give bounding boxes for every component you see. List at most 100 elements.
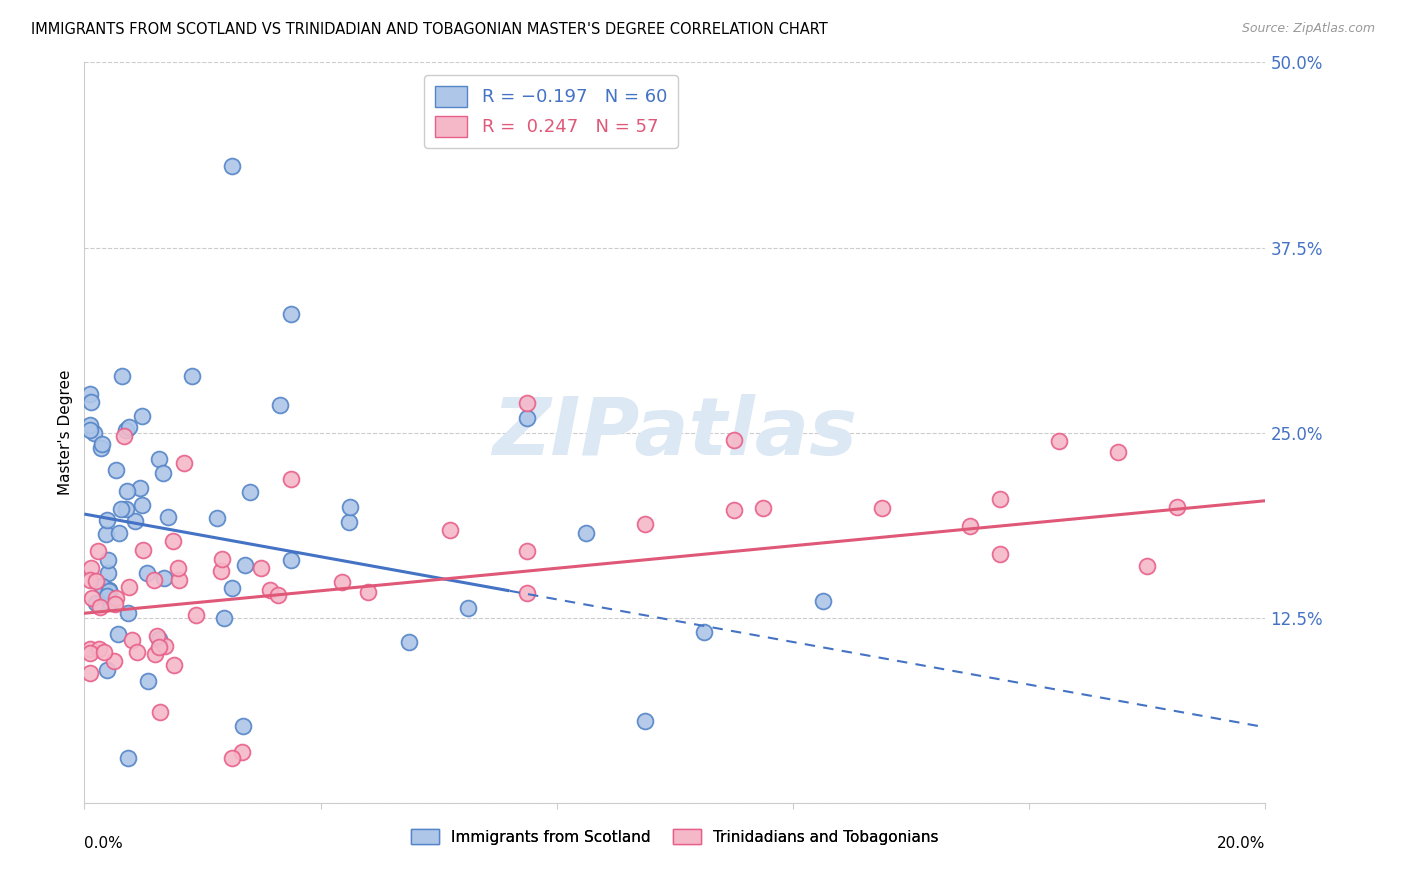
Point (167, 561, 190, 575)
Point (457, 600, 479, 615)
Point (157, 509, 180, 524)
Point (221, 581, 243, 595)
Point (90, 441, 112, 455)
Point (97, 553, 120, 567)
Point (232, 719, 254, 733)
Point (145, 647, 167, 661)
Point (94, 527, 117, 541)
Point (117, 751, 139, 765)
Point (86, 596, 108, 610)
Point (98, 595, 121, 609)
Y-axis label: Master's Degree: Master's Degree (58, 370, 73, 495)
Point (143, 573, 166, 587)
Point (146, 629, 169, 643)
Point (79, 665, 101, 680)
Point (97, 566, 120, 581)
Point (211, 551, 233, 566)
Point (121, 633, 143, 648)
Point (1136, 558, 1159, 573)
Point (575, 526, 598, 541)
Point (91, 578, 114, 592)
Point (1107, 445, 1129, 459)
Point (205, 510, 228, 524)
Point (107, 627, 129, 641)
Point (516, 411, 538, 425)
Point (118, 420, 141, 434)
Point (108, 525, 131, 540)
Point (132, 542, 155, 557)
Point (136, 674, 159, 689)
Point (114, 502, 136, 516)
Point (131, 498, 153, 512)
Point (79, 646, 101, 660)
Point (80, 395, 103, 409)
Point (104, 597, 127, 611)
Point (167, 573, 190, 587)
Point (398, 635, 420, 649)
Point (516, 396, 538, 410)
Point (105, 463, 128, 477)
Point (125, 645, 148, 659)
Text: Source: ZipAtlas.com: Source: ZipAtlas.com (1241, 22, 1375, 36)
Point (131, 409, 153, 423)
Point (357, 585, 380, 599)
Point (104, 591, 127, 605)
Point (153, 640, 176, 654)
Point (148, 640, 170, 655)
Point (267, 588, 290, 602)
Point (1166, 500, 1188, 514)
Point (337, 516, 360, 530)
Point (339, 500, 361, 514)
Point (180, 368, 202, 383)
Text: 0.0%: 0.0% (84, 836, 124, 851)
Point (124, 514, 146, 528)
Point (97, 583, 120, 598)
Point (79, 560, 101, 574)
Point (148, 632, 170, 647)
Point (693, 625, 716, 640)
Point (723, 433, 745, 447)
Point (516, 586, 538, 600)
Point (148, 451, 170, 466)
Point (516, 543, 538, 558)
Point (162, 533, 184, 548)
Text: ZIPatlas: ZIPatlas (492, 393, 858, 472)
Point (129, 482, 152, 496)
Text: 20.0%: 20.0% (1218, 836, 1265, 851)
Point (173, 456, 195, 470)
Point (439, 523, 461, 537)
Point (79, 423, 101, 437)
Point (152, 467, 174, 481)
Point (163, 658, 186, 673)
Point (988, 547, 1011, 561)
Point (259, 583, 281, 598)
Point (209, 564, 232, 578)
Point (118, 580, 141, 594)
Point (250, 560, 273, 574)
Point (96, 663, 118, 677)
Point (634, 714, 657, 728)
Point (97, 582, 120, 597)
Point (233, 558, 256, 572)
Point (80, 591, 103, 605)
Legend: Immigrants from Scotland, Trinidadians and Tobagonians: Immigrants from Scotland, Trinidadians a… (405, 822, 945, 851)
Point (79, 417, 101, 432)
Point (149, 705, 172, 719)
Point (89, 600, 111, 615)
Point (135, 566, 157, 581)
Point (84, 574, 107, 588)
Point (91, 437, 114, 451)
Text: IMMIGRANTS FROM SCOTLAND VS TRINIDADIAN AND TOBAGONIAN MASTER'S DEGREE CORRELATI: IMMIGRANTS FROM SCOTLAND VS TRINIDADIAN … (31, 22, 828, 37)
Point (87, 641, 110, 656)
Point (79, 573, 101, 587)
Point (221, 751, 243, 765)
Point (114, 423, 136, 437)
Point (117, 606, 139, 620)
Point (870, 501, 893, 516)
Point (153, 571, 176, 585)
Point (112, 429, 135, 443)
Point (110, 502, 132, 516)
Point (96, 590, 118, 604)
Point (212, 611, 235, 625)
Point (280, 307, 302, 321)
